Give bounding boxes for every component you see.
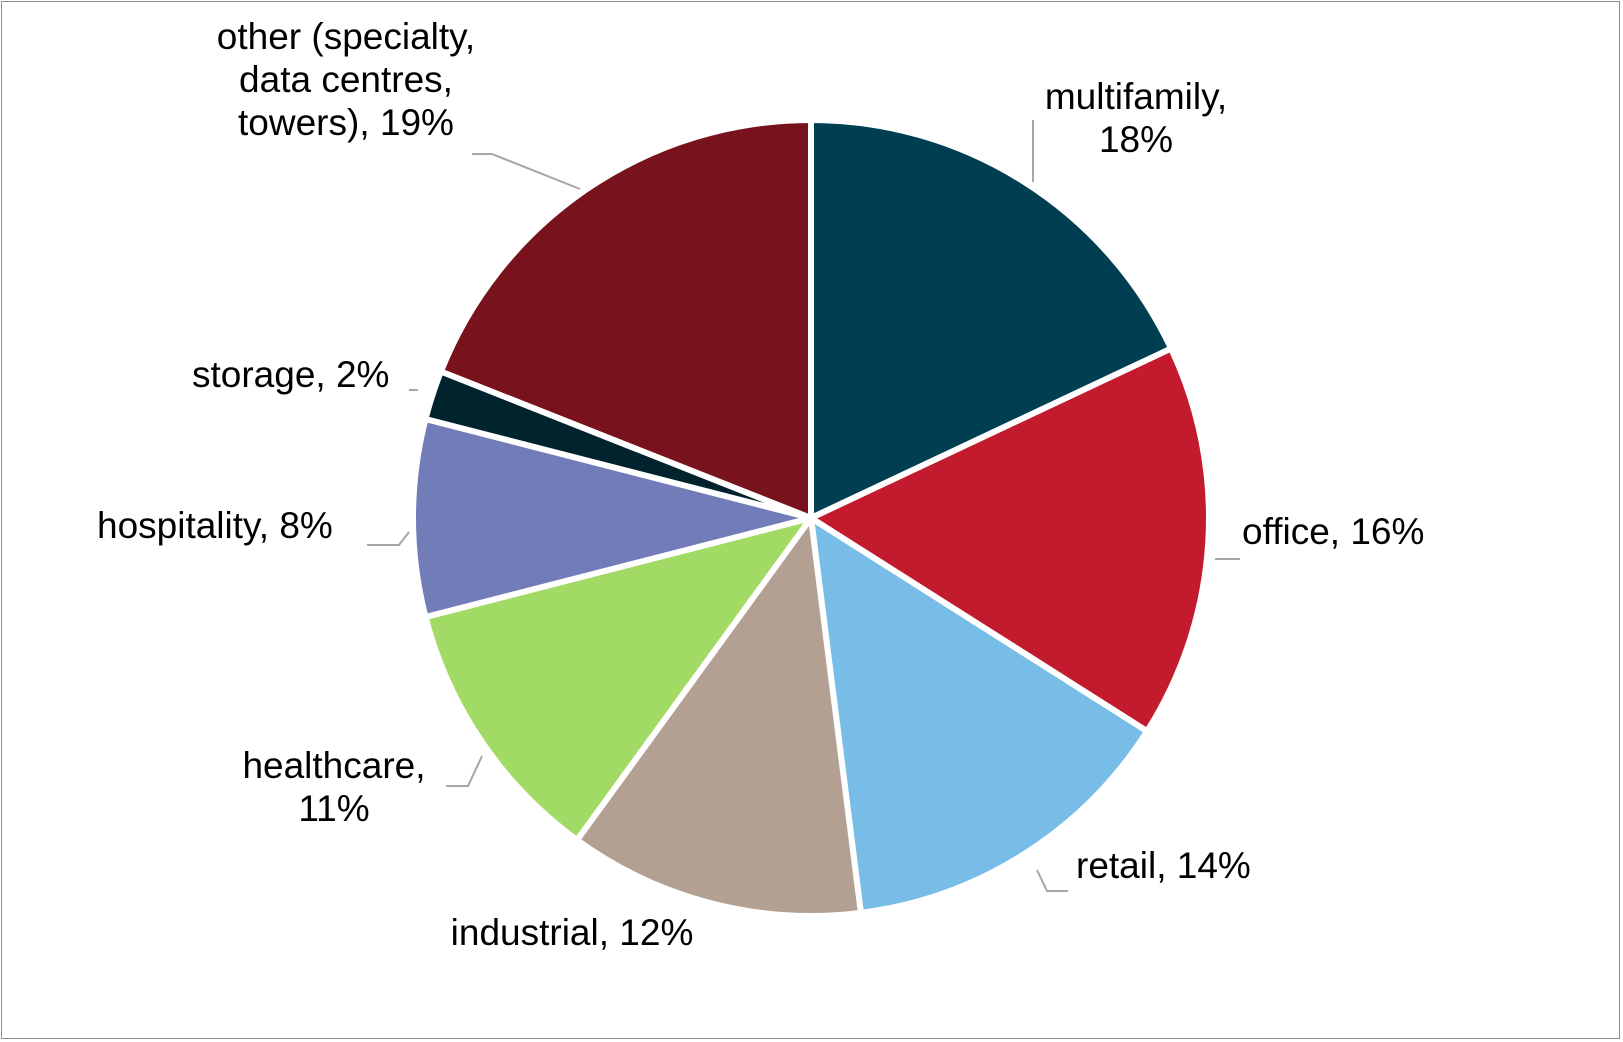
leader-line-retail [1036, 869, 1068, 892]
pie-slice-industrial [572, 510, 865, 919]
leader-line-hospitality [367, 531, 410, 546]
data-label-hospitality: hospitality, 8% [97, 505, 333, 546]
pie-slice-healthcare [421, 513, 819, 845]
pie-slice-multifamily [808, 116, 1176, 523]
data-label-other: other (specialty, data centres, towers), 1… [217, 16, 475, 143]
data-label-retail: retail, 14% [1076, 845, 1251, 886]
data-label-storage: storage, 2% [192, 354, 389, 395]
leader-line-other [472, 153, 581, 190]
data-label-multifamily: multifamily, 18% [1045, 76, 1227, 160]
leader-line-healthcare [446, 755, 483, 787]
data-label-healthcare: healthcare, 11% [242, 745, 425, 829]
pie-slice-other [437, 116, 814, 523]
pie-slice-office [804, 344, 1212, 736]
pie-slice-retail [807, 512, 1152, 917]
pie-slice-hospitality [410, 415, 812, 621]
data-label-industrial: industrial, 12% [451, 912, 694, 953]
data-label-office: office, 16% [1242, 511, 1424, 552]
